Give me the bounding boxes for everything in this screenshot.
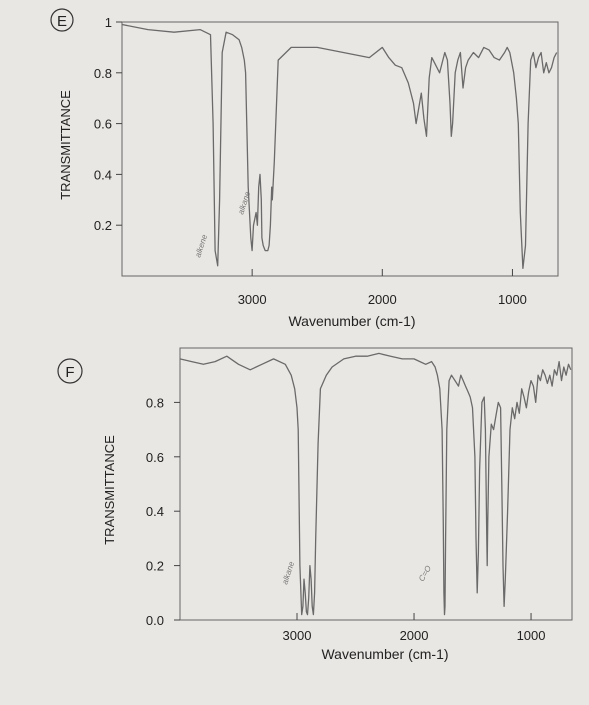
panel-f-y-tick-label: 0.6 — [146, 450, 164, 465]
panel-e-y-tick-label: 0.4 — [94, 167, 112, 182]
panel-e-y-tick-label: 1 — [105, 15, 112, 30]
panel-f-y-tick-label: 0.2 — [146, 559, 164, 574]
panel-e-x-tick-label: 3000 — [238, 292, 267, 307]
panel-e-letter: E — [57, 13, 67, 30]
chart-marks-layer: 1 0.8 0.6 0.4 0.2 3000 2000 1000 alkene alkane 0.8… — [94, 15, 573, 643]
panel-f-annotation: alkane — [280, 560, 296, 586]
panel-f-annotation: C=O — [417, 564, 433, 583]
panel-f-xlabel: Wavenumber (cm-1) — [321, 646, 448, 662]
panel-e-ylabel: TRANSMITTANCE — [58, 90, 73, 200]
panel-f-frame — [179, 347, 573, 621]
panel-e-x-tick-label: 2000 — [368, 292, 397, 307]
panel-f-spectrum-line — [179, 352, 572, 616]
panel-f-x-tick-label: 3000 — [283, 628, 312, 643]
panel-f-y-tick-label: 0.8 — [146, 395, 164, 410]
panel-f-ylabel: TRANSMITTANCE — [102, 435, 117, 545]
panel-e-spectrum-line — [121, 23, 558, 270]
panel-f-x-tick-label: 1000 — [517, 628, 546, 643]
panel-e-frame — [121, 21, 559, 277]
panel-e-y-tick-label: 0.8 — [94, 66, 112, 81]
panel-f-circle — [57, 358, 83, 384]
panel-f-y-tick-label: 0.0 — [146, 613, 164, 628]
panel-e-y-tick-label: 0.2 — [94, 218, 112, 233]
panel-f-y-tick-label: 0.4 — [146, 504, 164, 519]
panel-e-xlabel: Wavenumber (cm-1) — [288, 313, 415, 329]
panel-f-letter: F — [65, 364, 74, 381]
panel-e-circle — [50, 8, 74, 32]
panel-e-x-tick-label: 1000 — [498, 292, 527, 307]
panel-f-x-tick-label: 2000 — [400, 628, 429, 643]
panel-e-y-tick-label: 0.6 — [94, 117, 112, 132]
panel-e-annotation: alkene — [193, 233, 209, 259]
